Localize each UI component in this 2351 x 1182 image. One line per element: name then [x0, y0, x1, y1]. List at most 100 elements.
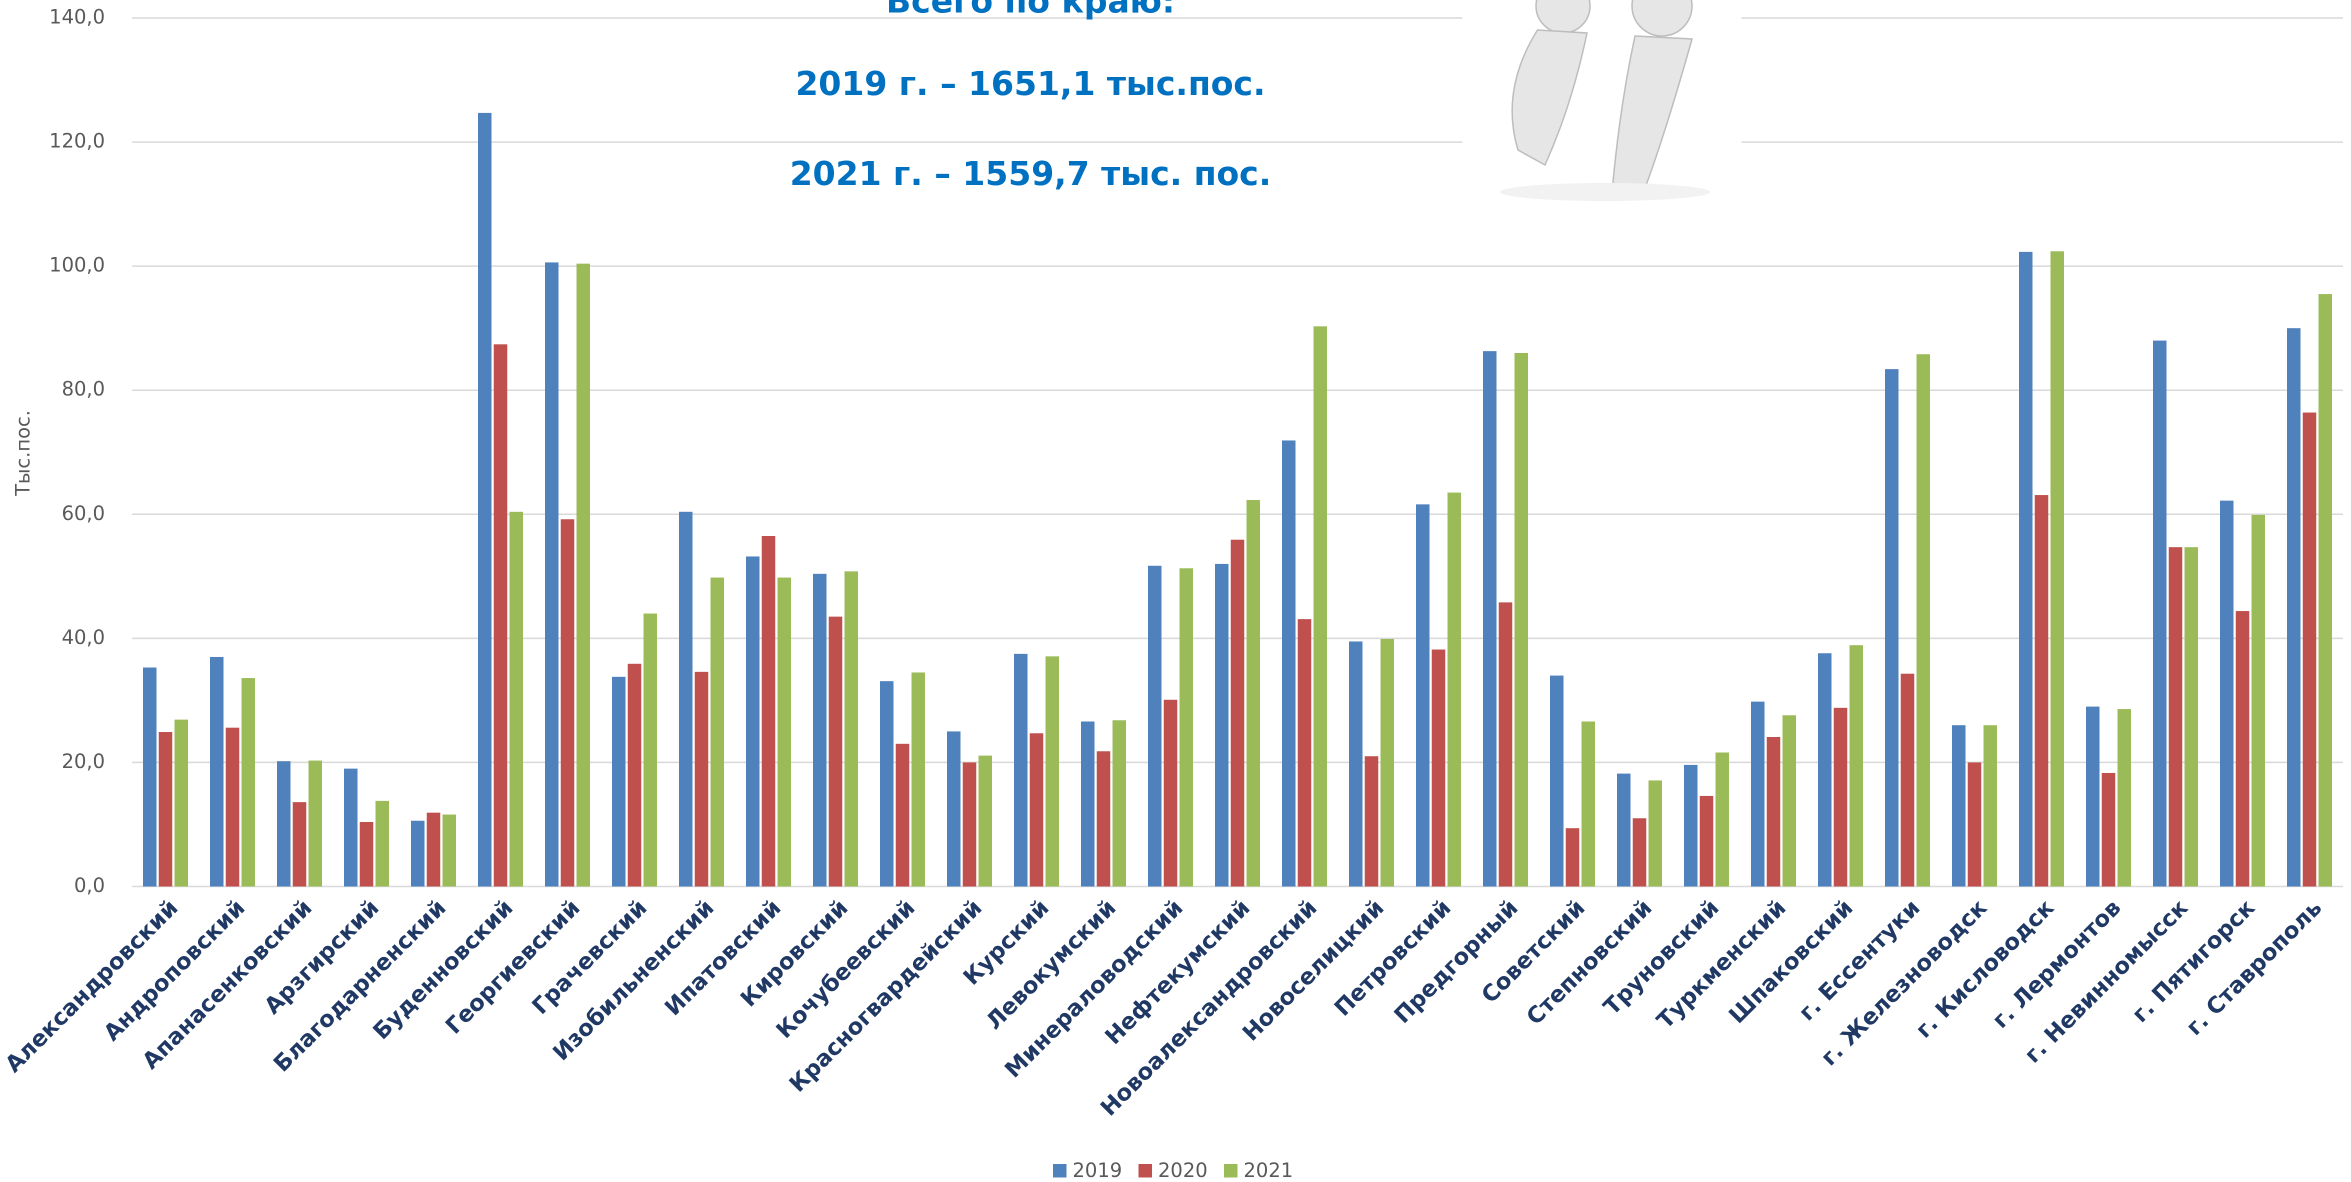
bar	[143, 667, 157, 887]
bar	[1297, 619, 1312, 887]
bar	[710, 577, 725, 887]
bar	[411, 820, 425, 887]
bar	[761, 535, 776, 887]
bar	[308, 760, 323, 887]
bar	[962, 762, 977, 887]
bar	[828, 616, 843, 887]
bar	[1648, 780, 1663, 887]
bar	[1447, 492, 1462, 887]
bar	[1349, 641, 1363, 887]
bar	[895, 743, 910, 887]
bar	[1900, 673, 1915, 887]
bar	[1215, 563, 1229, 887]
bar	[643, 613, 658, 887]
bar	[1112, 720, 1127, 887]
bar	[375, 800, 390, 887]
bar	[1617, 773, 1631, 887]
bar	[2235, 611, 2250, 887]
x-tick-label: Ипатовский	[660, 895, 786, 1021]
legend-label: 2019	[1073, 1159, 1123, 1182]
bar	[1483, 351, 1497, 887]
bar	[1967, 762, 1982, 887]
legend-label: 2020	[1158, 1159, 1208, 1182]
bar	[679, 511, 693, 887]
bar	[1782, 715, 1797, 887]
bar	[1014, 653, 1028, 887]
bar	[241, 678, 256, 887]
bar	[2318, 294, 2333, 887]
bar	[2251, 514, 2266, 887]
y-tick-label: 100,0	[49, 254, 105, 277]
bar	[1029, 733, 1044, 887]
y-tick-label: 140,0	[49, 6, 105, 29]
bar	[292, 802, 307, 887]
bar	[2034, 495, 2049, 887]
bar	[576, 263, 591, 887]
bar	[911, 672, 926, 887]
bar	[2220, 500, 2234, 887]
bar	[1163, 699, 1178, 887]
bar	[1416, 504, 1430, 887]
bar	[1715, 752, 1730, 887]
bar	[478, 112, 492, 887]
bar	[746, 556, 760, 887]
bar	[158, 732, 173, 887]
picture-backdrop	[1462, 0, 1742, 144]
bar	[813, 573, 827, 887]
bar	[2184, 547, 2199, 887]
y-tick-label: 0,0	[74, 874, 105, 897]
bar	[1684, 764, 1698, 887]
bar	[277, 761, 291, 887]
bar	[777, 577, 792, 887]
bar	[1230, 539, 1245, 887]
bar	[627, 663, 642, 887]
bar	[1833, 707, 1848, 887]
bar	[493, 344, 508, 887]
bar	[1916, 354, 1931, 887]
bar	[2050, 251, 2065, 887]
legend-swatch	[1053, 1164, 1067, 1178]
bar	[978, 755, 993, 887]
bar	[359, 821, 374, 887]
bar	[1364, 756, 1379, 887]
bar	[1983, 725, 1998, 887]
bar	[1313, 326, 1328, 887]
bar	[426, 812, 441, 887]
bar	[2287, 328, 2301, 887]
subtitle: 2019 г. – 1651,1 тыс.пос.	[795, 64, 1265, 103]
x-tick-label: г. Пятигорск	[2127, 895, 2260, 1028]
bar	[344, 768, 358, 887]
bar	[1581, 721, 1596, 887]
bar	[2101, 772, 2116, 887]
bar	[2168, 547, 2183, 887]
bar	[1498, 602, 1513, 887]
bar	[210, 656, 224, 887]
bar	[2019, 251, 2033, 887]
y-tick-label: 80,0	[62, 378, 105, 401]
bar	[1751, 701, 1765, 887]
bar	[1282, 440, 1296, 887]
x-tick-label: Петровский	[1330, 895, 1457, 1022]
bar	[2086, 706, 2100, 887]
x-tick-label: Труновский	[1599, 895, 1725, 1021]
bar	[1096, 751, 1111, 887]
bar	[1045, 656, 1060, 887]
bar	[844, 571, 859, 887]
y-tick-label: 120,0	[49, 130, 105, 153]
x-tick-label: г. Ессентуки	[1794, 895, 1925, 1026]
people-figure	[1500, 0, 1711, 201]
bar	[880, 681, 894, 887]
bar	[1632, 818, 1647, 887]
bar	[947, 731, 961, 887]
bar	[1699, 795, 1714, 887]
bar	[1246, 500, 1261, 887]
bar	[1148, 565, 1162, 887]
bar	[560, 519, 575, 887]
x-tick-label: Грачевский	[527, 895, 652, 1020]
bar	[509, 511, 524, 887]
bar	[2302, 412, 2317, 887]
chart-title: Всего по краю:	[886, 0, 1175, 21]
bar	[174, 719, 189, 887]
bar	[545, 262, 559, 887]
